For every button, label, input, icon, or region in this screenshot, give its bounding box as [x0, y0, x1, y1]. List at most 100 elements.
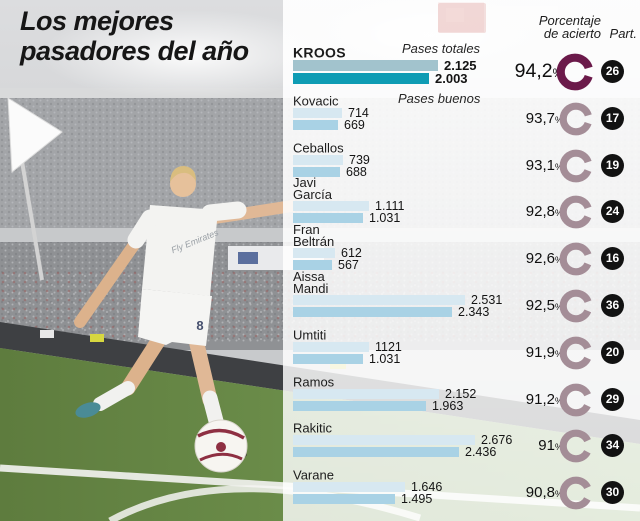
bar-pases-totales [293, 435, 475, 446]
value-pases-totales: 2.125 [444, 58, 477, 73]
bar-pases-buenos [293, 353, 363, 364]
bar-pases-buenos [293, 307, 452, 317]
chart-row: Ceballos 739 688 93,1% 19 [283, 140, 640, 190]
scoreboard-ghost [438, 3, 486, 33]
value-pases-totales: 1.111 [375, 199, 405, 214]
value-pases-buenos: 1.031 [369, 211, 401, 226]
chart-row: Rakitic 2.676 2.436 91% 34 [283, 422, 640, 470]
value-pases-buenos: 1.031 [369, 351, 401, 366]
player-name: Umtiti [293, 329, 326, 341]
accuracy-number: 91,9 [525, 343, 555, 361]
accuracy-number: 92,5 [525, 297, 555, 314]
matches-played-badge: 34 [601, 434, 624, 458]
accuracy-ring-arc [559, 383, 593, 416]
player-jersey [142, 205, 218, 296]
bar-pases-totales [293, 201, 369, 212]
player-name-line: KROOS [293, 44, 346, 61]
player-figure: Fly Emirates 8 [74, 166, 298, 460]
accuracy-number: 90,8 [525, 484, 555, 502]
accuracy-number: 91 [538, 437, 555, 455]
legend-pases-totales: Pases totales [402, 41, 481, 56]
player-sleeve [201, 201, 247, 222]
title-line-2: pasadores del año [20, 36, 249, 67]
accuracy-ring-icon [559, 195, 593, 229]
bar-pases-buenos [293, 400, 426, 411]
player-name-line: Umtiti [293, 327, 327, 343]
bar-pases-buenos [293, 166, 340, 177]
chart-row: KROOS 2.125 2.003 94,2% 26 [283, 44, 640, 96]
accuracy-percentage: 92,8% [473, 202, 563, 223]
bar-pases-totales [293, 60, 438, 71]
column-header-part: Part. [609, 26, 637, 41]
accuracy-ring-icon [559, 336, 593, 370]
bar-pases-totales [293, 154, 343, 165]
player-name-line: Beltrán [293, 233, 335, 249]
matches-played-badge: 30 [601, 481, 624, 505]
accuracy-ring-icon [559, 429, 593, 463]
accuracy-ring-arc [559, 336, 593, 370]
value-pases-buenos: 1.963 [432, 398, 464, 413]
player-name-line: Varane [293, 467, 334, 483]
accuracy-percentage: 91,2% [473, 390, 563, 411]
column-header-porcentaje-line2: de acierto [543, 26, 601, 41]
percent-sign: % [554, 489, 563, 500]
accuracy-ring-arc [559, 195, 593, 229]
accuracy-percentage: 91% [473, 436, 563, 457]
value-pases-buenos: 2.436 [465, 445, 497, 460]
percent-sign: % [554, 302, 563, 312]
value-pases-buenos: 1.495 [401, 492, 433, 507]
accuracy-ring-arc [559, 102, 593, 136]
player-name-line: Rakitic [293, 420, 333, 436]
player-name-line: Mandi [293, 280, 329, 296]
bar-pases-totales [293, 295, 465, 305]
bar-pases-totales [293, 341, 369, 352]
bar-pases-totales [293, 388, 439, 399]
player-name-line: Aissa [293, 269, 325, 284]
accuracy-number: 91,2 [525, 390, 555, 408]
bar-pases-totales [293, 482, 405, 493]
player-name: Ramos [293, 374, 335, 390]
value-pases-totales: 714 [348, 105, 369, 120]
bar-pases-totales [293, 248, 335, 259]
value-pases-totales: 612 [341, 246, 362, 261]
chart-row: Umtiti 1121 1.031 91,9% 20 [283, 329, 640, 377]
value-pases-buenos: 2.343 [458, 305, 490, 319]
percent-sign: % [554, 395, 563, 406]
chart-row: Ramos 2.152 1.963 91,2% 29 [283, 374, 640, 424]
chart-row: Javi García 1.111 1.031 92,8% 24 [283, 177, 640, 236]
accuracy-ring-icon [559, 476, 593, 510]
player-name: Kovacic [293, 95, 339, 107]
player-shorts [138, 289, 212, 346]
matches-played-badge: 20 [601, 340, 624, 364]
matches-played-badge: 19 [601, 153, 624, 177]
player-hair [170, 166, 196, 182]
accuracy-number: 92,6 [525, 250, 555, 268]
accuracy-number: 93,1 [525, 156, 555, 174]
bar-pases-buenos [293, 119, 338, 130]
player-name: Ceballos [293, 140, 344, 156]
player-name-line: Ramos [293, 374, 335, 390]
value-pases-totales: 2.152 [445, 386, 477, 401]
value-pases-totales: 1.646 [411, 480, 443, 495]
value-pases-buenos: 669 [344, 117, 365, 132]
player-name-line: Javi [293, 175, 317, 191]
player-trailing-thigh [120, 330, 168, 396]
percent-sign: % [554, 442, 563, 453]
value-pases-totales: 2.676 [481, 433, 513, 448]
player-name: Aissa Mandi [293, 269, 329, 296]
page-title: Los mejores pasadores del año [20, 6, 249, 66]
bar-pases-buenos [293, 213, 363, 224]
player-trailing-boot [75, 402, 101, 418]
player-name-line: Ceballos [293, 140, 344, 156]
chart-row: Varane 1.646 1.495 90,8% 30 [283, 469, 640, 517]
player-name-line: García [293, 186, 333, 202]
accuracy-percentage: 93,1% [473, 156, 563, 177]
player-head [170, 171, 196, 197]
accuracy-ring-arc [559, 429, 593, 463]
accuracy-ring-icon [556, 53, 594, 91]
accuracy-percentage: 91,9% [473, 343, 563, 364]
accuracy-ring-icon [559, 289, 593, 323]
percent-sign: % [554, 255, 563, 266]
accuracy-number: 94,2 [514, 60, 553, 82]
